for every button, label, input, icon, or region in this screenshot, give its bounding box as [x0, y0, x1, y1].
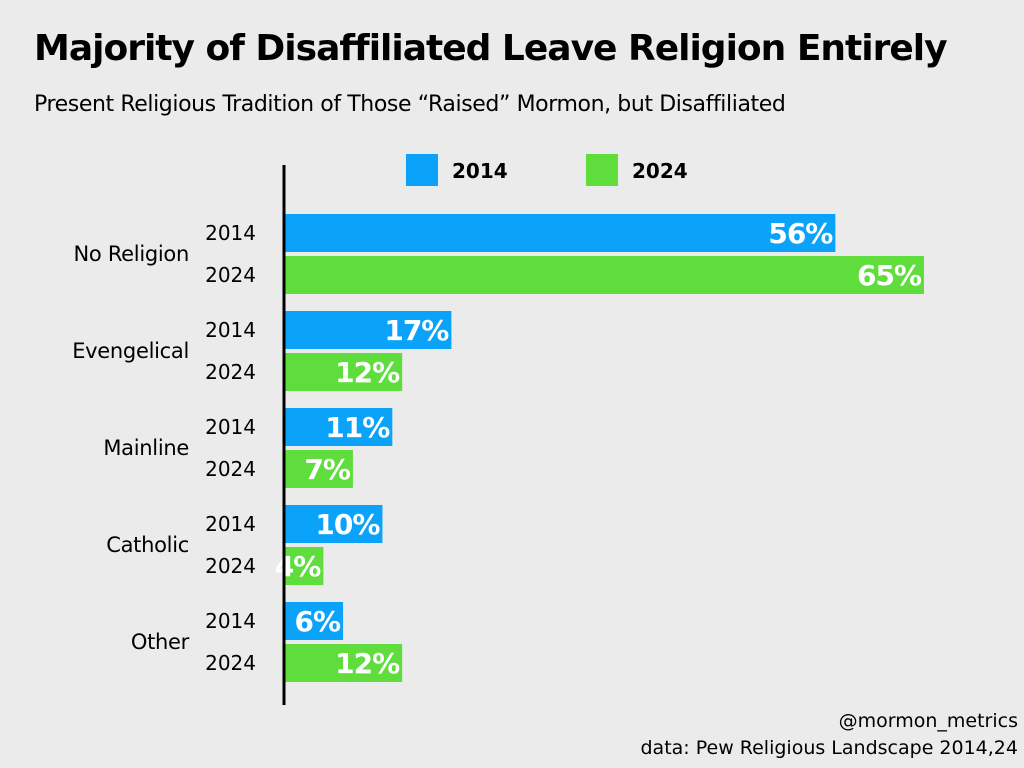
bar-2014: [284, 505, 383, 543]
bar-value-label: 17%: [384, 314, 449, 347]
bars: 56% 65% 17% 12% 11% 7% 10% 4% 6% 12%: [275, 214, 924, 682]
bar-value-label: 7%: [304, 453, 350, 486]
bar-year-label: 2014: [205, 609, 256, 633]
category-label: No Religion: [74, 242, 190, 266]
bar-year-label: 2024: [205, 263, 256, 287]
bar-year-label: 2024: [205, 554, 256, 578]
bar-2014: [284, 408, 393, 446]
bar-value-label: 12%: [335, 356, 400, 389]
bar-value-label: 12%: [335, 647, 400, 680]
bar-2014: [284, 311, 452, 349]
bar-2014: [284, 214, 836, 252]
chart-subtitle: Present Religious Tradition of Those “Ra…: [34, 92, 786, 117]
axis-labels: No Religion 2014 2024 Evengelical 2014 2024 Ma…: [72, 221, 256, 675]
bar-year-label: 2024: [205, 360, 256, 384]
bar-value-label: 56%: [768, 217, 833, 250]
category-label: Mainline: [103, 436, 189, 460]
bar-2024: [284, 353, 403, 391]
bar-year-label: 2014: [205, 512, 256, 536]
legend-swatch-2024: [586, 154, 618, 186]
bar-value-label: 6%: [295, 605, 341, 638]
footer: @mormon_metrics data: Pew Religious Land…: [640, 708, 1018, 762]
bar-2024: [284, 450, 353, 488]
bar-year-label: 2014: [205, 318, 256, 342]
legend-swatch-2014: [406, 154, 438, 186]
legend-label-2024: 2024: [632, 159, 688, 183]
footer-handle: @mormon_metrics: [838, 710, 1018, 732]
chart-title: Majority of Disaffiliated Leave Religion…: [34, 28, 948, 69]
bar-year-label: 2024: [205, 651, 256, 675]
category-label: Other: [131, 630, 190, 654]
legend: 2014 2024: [406, 154, 688, 186]
bar-2014: [284, 602, 344, 640]
bar-value-label: 4%: [275, 550, 321, 583]
footer-source: data: Pew Religious Landscape 2014,24: [640, 737, 1018, 759]
bar-2024: [284, 256, 924, 294]
category-label: Catholic: [106, 533, 189, 557]
bar-2024: [284, 547, 324, 585]
bar-value-label: 65%: [857, 259, 922, 292]
bar-2024: [284, 644, 403, 682]
bar-year-label: 2014: [205, 221, 256, 245]
bar-value-label: 10%: [315, 508, 380, 541]
bar-year-label: 2024: [205, 457, 256, 481]
legend-label-2014: 2014: [452, 159, 508, 183]
bar-year-label: 2014: [205, 415, 256, 439]
bar-value-label: 11%: [325, 411, 390, 444]
category-label: Evengelical: [72, 339, 189, 363]
